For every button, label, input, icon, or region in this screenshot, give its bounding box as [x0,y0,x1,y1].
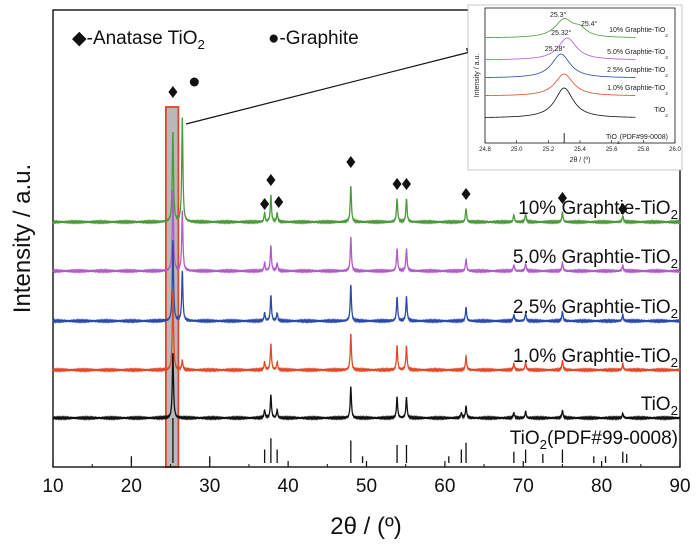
anatase-marker-1 [260,198,270,210]
inset-series-label-4-sub: 2 [665,113,668,119]
reference-label-main: TiO [510,428,540,449]
reference-label: TiO2(PDF#99-0008) [510,428,678,452]
inset-y-axis-title: Intensity / a.u. [474,54,481,98]
y-axis-title: Intensity / a.u. [9,164,36,313]
legend-anatase: ◆-Anatase TiO2 [72,28,205,52]
anatase-marker-8 [557,192,567,204]
series-label-0: 10% Graphtie-TiO2 [518,198,678,222]
series-label-4: TiO2 [641,394,678,418]
inset-shoulder-label: 25.4° [581,20,598,28]
x-tick-label: 30 [199,476,220,497]
inset-x-tick-label: 24.8 [479,147,491,153]
legend-graphite: ●-Graphite [268,28,359,49]
anatase-marker-2 [266,174,276,186]
inset-series-label-0: 10% Graphtie-TiO2 [609,27,668,39]
inset-series-label-0-main: 10% Graphtie-TiO [609,27,666,34]
inset-series-line-0 [485,18,636,38]
inset-x-tick-label: 25.0 [511,147,523,153]
series-label-2-main: 2.5% Graphtie-TiO [513,297,671,318]
inset-series-label-4-main: TiO [654,107,666,114]
inset-series-label-2-main: 2.5% Graphtie-TiO [607,67,666,74]
series-line-2 [52,240,681,325]
inset-series-label-3-main: 1.0% Graphtie-TiO [607,85,666,92]
legend-anatase-main: ◆-Anatase TiO [72,28,198,49]
series-label-4-main: TiO [641,394,671,415]
series-line-3 [52,289,681,374]
anatase-marker-5 [392,178,402,190]
inset-reference-label: TiO2(PDF#99-0008) [606,134,668,146]
inset-x-axis-title: 2θ / (º) [570,157,591,164]
x-tick-label: 40 [278,476,299,497]
reference-label-sub: 2 [540,437,547,452]
inset-series-line-1 [484,37,636,61]
series-line-0 [52,117,681,225]
series-label-3-main: 1.0% Graphtie-TiO [513,346,671,367]
series-label-1: 5.0% Graphtie-TiO2 [513,247,678,271]
series-label-0-main: 10% Graphtie-TiO [518,198,670,219]
reference-label-suffix: (PDF#99-0008) [547,428,678,449]
inset-series-label-4: TiO2 [654,107,668,119]
x-tick-label: 90 [669,476,690,497]
inset-series-label-2: 2.5% Graphtie-TiO2 [607,67,668,79]
inset-series-label-1-sub: 2 [665,55,668,61]
series-label-2-sub: 2 [671,306,678,321]
x-axis-title: 2θ / (º) [330,513,401,540]
x-tick-label: 50 [356,476,377,497]
anatase-marker-7 [461,188,471,200]
series-label-3: 1.0% Graphtie-TiO2 [513,346,678,370]
series-label-4-sub: 2 [671,403,678,418]
x-tick-label: 10 [42,476,63,497]
graphite-marker-0 [189,77,199,87]
series-label-0-sub: 2 [671,207,678,222]
x-tick-label: 70 [513,476,534,497]
anatase-marker-3 [274,196,284,208]
inset-background [467,4,683,171]
inset-x-tick-label: 25.2 [542,147,554,153]
inset-series-label-3-sub: 2 [665,91,668,97]
legend-graphite-main: ●-Graphite [268,28,359,49]
series-label-3-sub: 2 [671,355,678,370]
inset-x-tick-label: 25.8 [637,147,649,153]
inset-x-tick-label: 25.4 [574,147,586,153]
inset-series-label-1-main: 5.0% Graphtie-TiO [607,49,666,56]
series-line-1 [52,190,681,274]
series-label-1-main: 5.0% Graphtie-TiO [513,247,671,268]
x-tick-label: 20 [121,476,142,497]
inset-peak-label-2: 25.28° [545,45,566,53]
anatase-marker-9 [618,203,628,215]
inset-x-tick-label: 25.6 [606,147,618,153]
inset-series-line-2 [484,53,636,78]
inset-reference-label-suffix: (PDF#99-0008) [620,134,668,141]
anatase-marker-0 [168,86,178,98]
inset-series-label-2-sub: 2 [665,73,668,79]
inset-reference-label-sub: 2 [617,140,620,146]
inset-series-line-3 [484,73,636,96]
inset-x-tick-label: 26.0 [669,147,681,153]
inset-series-label-3: 1.0% Graphtie-TiO2 [607,85,668,97]
anatase-marker-6 [401,178,411,190]
x-tick-label: 60 [434,476,455,497]
inset-series-label-0-sub: 2 [665,33,668,39]
legend-anatase-sub: 2 [198,37,205,52]
inset-series-line-4 [484,87,636,118]
inset-reference-label-main: TiO [606,134,618,141]
inset-peak-label-0: 25.3° [550,11,567,19]
inset-series-label-1: 5.0% Graphtie-TiO2 [607,49,668,61]
series-label-1-sub: 2 [671,256,678,271]
series-label-2: 2.5% Graphtie-TiO2 [513,297,678,321]
anatase-marker-4 [346,156,356,168]
series-line-4 [52,352,681,422]
x-tick-label: 80 [591,476,612,497]
zoom-arrow-line [185,51,471,125]
inset-peak-label-1: 25.32° [551,29,572,37]
